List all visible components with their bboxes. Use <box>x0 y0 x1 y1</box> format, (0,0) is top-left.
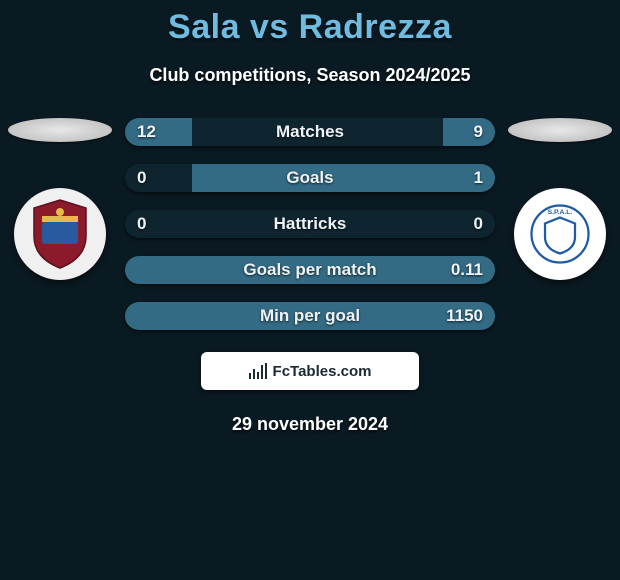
stat-label: Goals per match <box>125 260 495 280</box>
date-text: 29 november 2024 <box>0 414 620 435</box>
stat-label: Hattricks <box>125 214 495 234</box>
stat-label: Matches <box>125 122 495 142</box>
right-ellipse <box>508 118 612 142</box>
left-side <box>5 118 115 280</box>
stat-bar: 01Goals <box>125 164 495 192</box>
brand-text: FcTables.com <box>273 363 372 380</box>
stat-bar: 00Hattricks <box>125 210 495 238</box>
stats-column: 129Matches 01Goals 00Hattricks 0.11Goals pe… <box>125 118 495 330</box>
right-crest: S.P.A.L. <box>514 188 606 280</box>
svg-text:S.P.A.L.: S.P.A.L. <box>548 209 573 216</box>
bar-chart-icon <box>249 363 267 379</box>
comparison-container: Sala vs Radrezza Club competitions, Seas… <box>0 0 620 435</box>
right-side: S.P.A.L. <box>505 118 615 280</box>
subtitle: Club competitions, Season 2024/2025 <box>0 65 620 86</box>
left-shield-icon <box>30 198 90 270</box>
stat-bar: 129Matches <box>125 118 495 146</box>
left-ellipse <box>8 118 112 142</box>
stat-bar: 0.11Goals per match <box>125 256 495 284</box>
main-row: 129Matches 01Goals 00Hattricks 0.11Goals pe… <box>0 118 620 330</box>
brand-badge: FcTables.com <box>201 352 419 390</box>
right-shield-icon: S.P.A.L. <box>530 198 590 270</box>
stat-label: Min per goal <box>125 306 495 326</box>
stat-label: Goals <box>125 168 495 188</box>
left-crest <box>14 188 106 280</box>
page-title: Sala vs Radrezza <box>0 8 620 47</box>
stat-bar: 1150Min per goal <box>125 302 495 330</box>
